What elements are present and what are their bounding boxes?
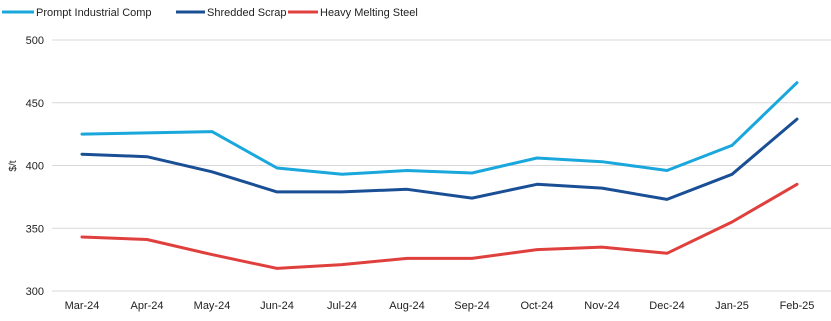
y-axis-title: $/t (8, 160, 19, 171)
x-tick-label-aug-24: Aug-24 (389, 300, 424, 312)
y-tick-label-350: 350 (26, 223, 44, 235)
legend-item-heavy-melting-steel: Heavy Melting Steel (288, 7, 418, 19)
x-tick-label-jun-24: Jun-24 (260, 300, 294, 312)
y-axis-ticks: 300 350 400 450 500 (26, 35, 44, 298)
y-tick-label-300: 300 (26, 286, 44, 298)
x-tick-label-apr-24: Apr-24 (130, 300, 163, 312)
legend-label-heavy-melting-steel: Heavy Melting Steel (320, 7, 418, 19)
y-tick-label-400: 400 (26, 161, 44, 173)
x-tick-label-feb-25: Feb-25 (780, 300, 815, 312)
legend-label-shredded-scrap: Shredded Scrap (207, 7, 287, 19)
x-tick-label-sep-24: Sep-24 (454, 300, 489, 312)
x-tick-label-nov-24: Nov-24 (584, 300, 619, 312)
series-lines (80, 81, 799, 270)
legend: Prompt Industrial Comp Shredded Scrap He… (2, 7, 418, 19)
legend-label-prompt-industrial-comp: Prompt Industrial Comp (36, 7, 152, 19)
series-line-heavy-melting-steel (80, 182, 799, 270)
series-line-shredded-scrap (80, 117, 799, 201)
y-tick-label-450: 450 (26, 98, 44, 110)
x-axis-ticks: Mar-24 Apr-24 May-24 Jun-24 Jul-24 Aug-24 Sep-… (65, 300, 815, 312)
x-tick-label-jan-25: Jan-25 (715, 300, 749, 312)
y-tick-label-500: 500 (26, 35, 44, 47)
x-tick-label-may-24: May-24 (194, 300, 231, 312)
gridlines (52, 39, 831, 292)
legend-item-prompt-industrial-comp: Prompt Industrial Comp (2, 7, 152, 19)
series-line-prompt-industrial-comp (80, 81, 799, 176)
x-tick-label-oct-24: Oct-24 (520, 300, 553, 312)
legend-item-shredded-scrap: Shredded Scrap (176, 7, 287, 19)
x-tick-label-jul-24: Jul-24 (327, 300, 357, 312)
x-tick-label-dec-24: Dec-24 (649, 300, 684, 312)
x-tick-label-mar-24: Mar-24 (65, 300, 100, 312)
